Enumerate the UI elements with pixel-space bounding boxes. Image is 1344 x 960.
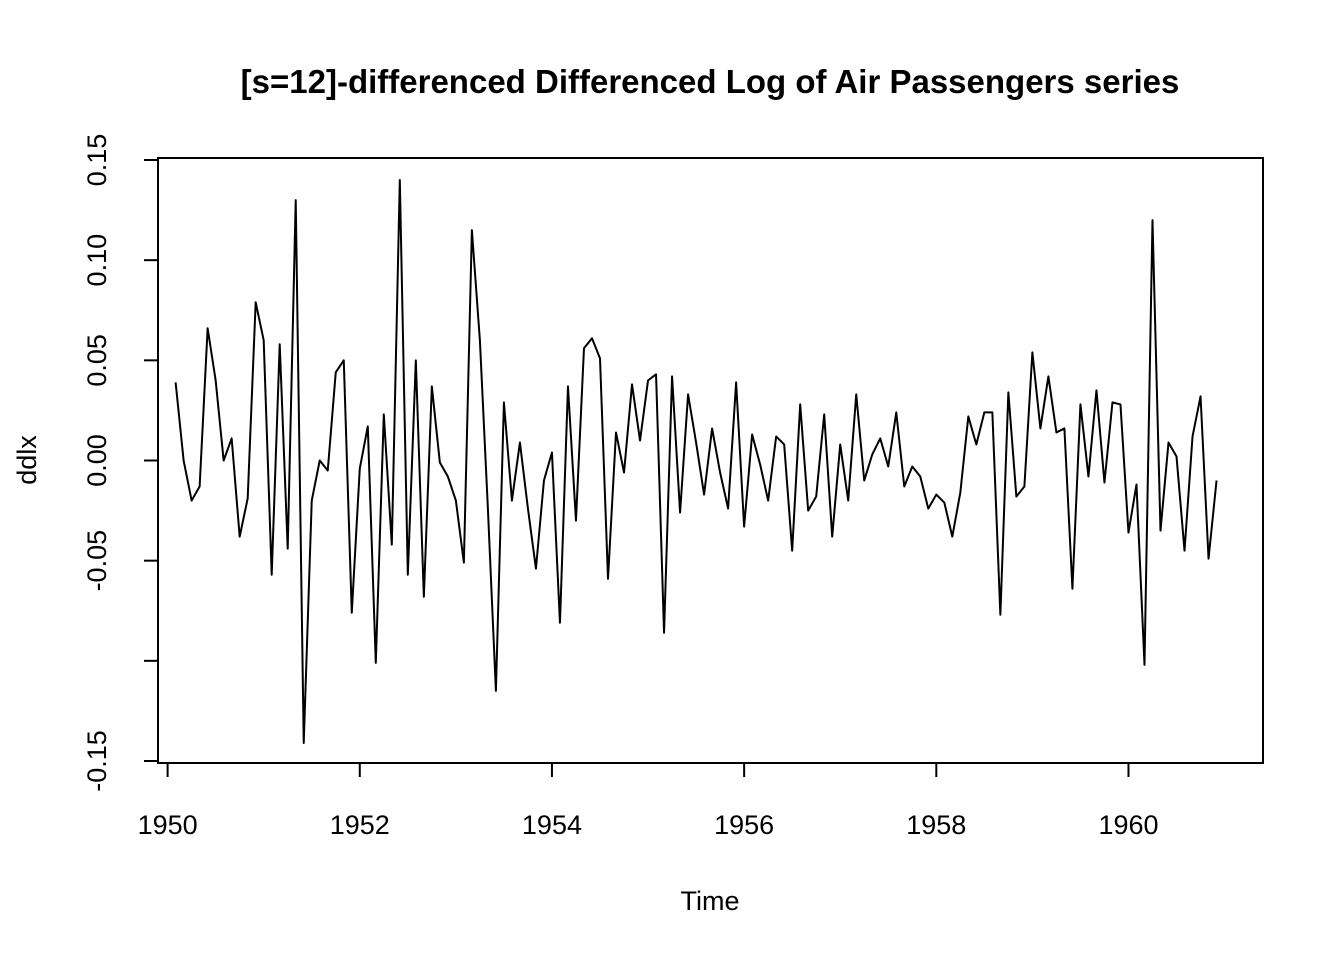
x-tick-label: 1960 [1098, 810, 1158, 840]
y-tick-label: -0.15 [82, 730, 112, 792]
x-tick-label: 1952 [330, 810, 390, 840]
x-tick-label: 1956 [714, 810, 774, 840]
x-tick-label: 1958 [906, 810, 966, 840]
x-tick-label: 1950 [138, 810, 198, 840]
y-axis-label: ddlx [12, 435, 42, 485]
y-tick-label: 0.05 [82, 334, 112, 387]
y-tick-label: 0.15 [82, 134, 112, 187]
y-axis: -0.15 -0.05 0.00 0.05 0.10 0.15 [82, 134, 159, 792]
y-tick-label: -0.05 [82, 530, 112, 592]
y-tick-label: 0.10 [82, 234, 112, 287]
x-axis-label: Time [681, 886, 740, 916]
plot-frame [157, 157, 1264, 764]
y-tick-label: 0.00 [82, 434, 112, 487]
x-tick-label: 1954 [522, 810, 582, 840]
x-axis: 1950 1952 1954 1956 1958 1960 [138, 762, 1159, 840]
chart-title: [s=12]-differenced Differenced Log of Ai… [241, 63, 1180, 100]
series-line [174, 179, 1218, 744]
